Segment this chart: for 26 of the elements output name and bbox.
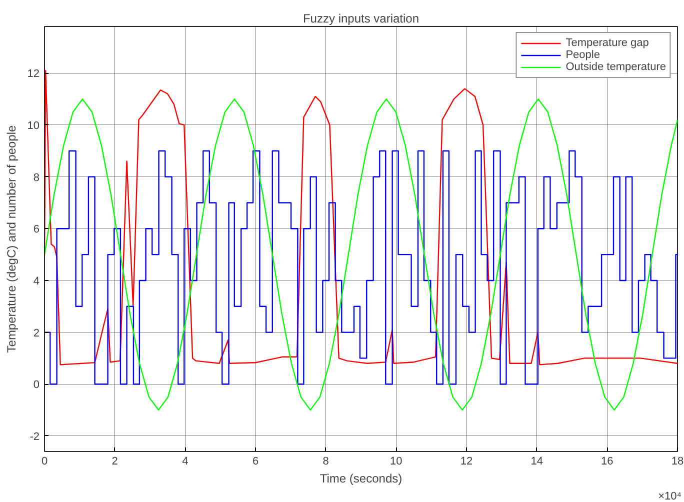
x-tick-label: 16 [601,456,614,468]
x-tick-label: 4 [182,456,188,468]
x-tick-label: 6 [252,456,259,468]
x-tick-label: 10 [390,456,402,468]
text: ×10⁴ [658,490,682,502]
legend-label: People [566,49,600,61]
x-tick-label: 2 [112,456,118,468]
x-tick-label: 14 [530,456,543,468]
chart-title: Fuzzy inputs variation [302,12,420,26]
x-tick-label: 12 [460,456,473,468]
x-axis-title: Time (seconds) [320,472,402,486]
x-tick-label: 8 [322,456,329,468]
y-tick-label: 8 [33,172,40,184]
y-axis-title: Temperature (degC) and number of people [4,124,18,353]
y-tick-label: 4 [33,275,40,288]
x-tick-label: 18 [671,456,684,468]
y-tick-label: 6 [33,224,40,236]
legend-label: Outside temperature [566,61,666,73]
y-tick-label: -2 [30,430,40,443]
line-series [44,98,678,411]
y-tick-label: 2 [33,327,40,340]
y-tick-label: 10 [27,120,40,132]
x-tick-label: 0 [41,456,48,468]
y-tick-label: 0 [33,379,40,392]
legend-label: Temperature gap [566,37,649,49]
y-tick-label: 12 [27,68,40,80]
